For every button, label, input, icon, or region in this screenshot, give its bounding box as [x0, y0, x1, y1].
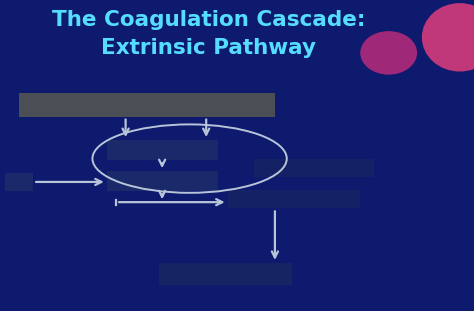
FancyBboxPatch shape	[254, 159, 374, 177]
FancyBboxPatch shape	[19, 93, 275, 117]
FancyBboxPatch shape	[5, 173, 33, 191]
Ellipse shape	[422, 3, 474, 72]
FancyBboxPatch shape	[228, 190, 360, 208]
FancyBboxPatch shape	[107, 171, 218, 191]
FancyBboxPatch shape	[107, 140, 218, 160]
FancyBboxPatch shape	[159, 263, 292, 285]
Text: The Coagulation Cascade:: The Coagulation Cascade:	[52, 10, 365, 30]
Text: Extrinsic Pathway: Extrinsic Pathway	[101, 38, 316, 58]
Ellipse shape	[360, 31, 417, 75]
